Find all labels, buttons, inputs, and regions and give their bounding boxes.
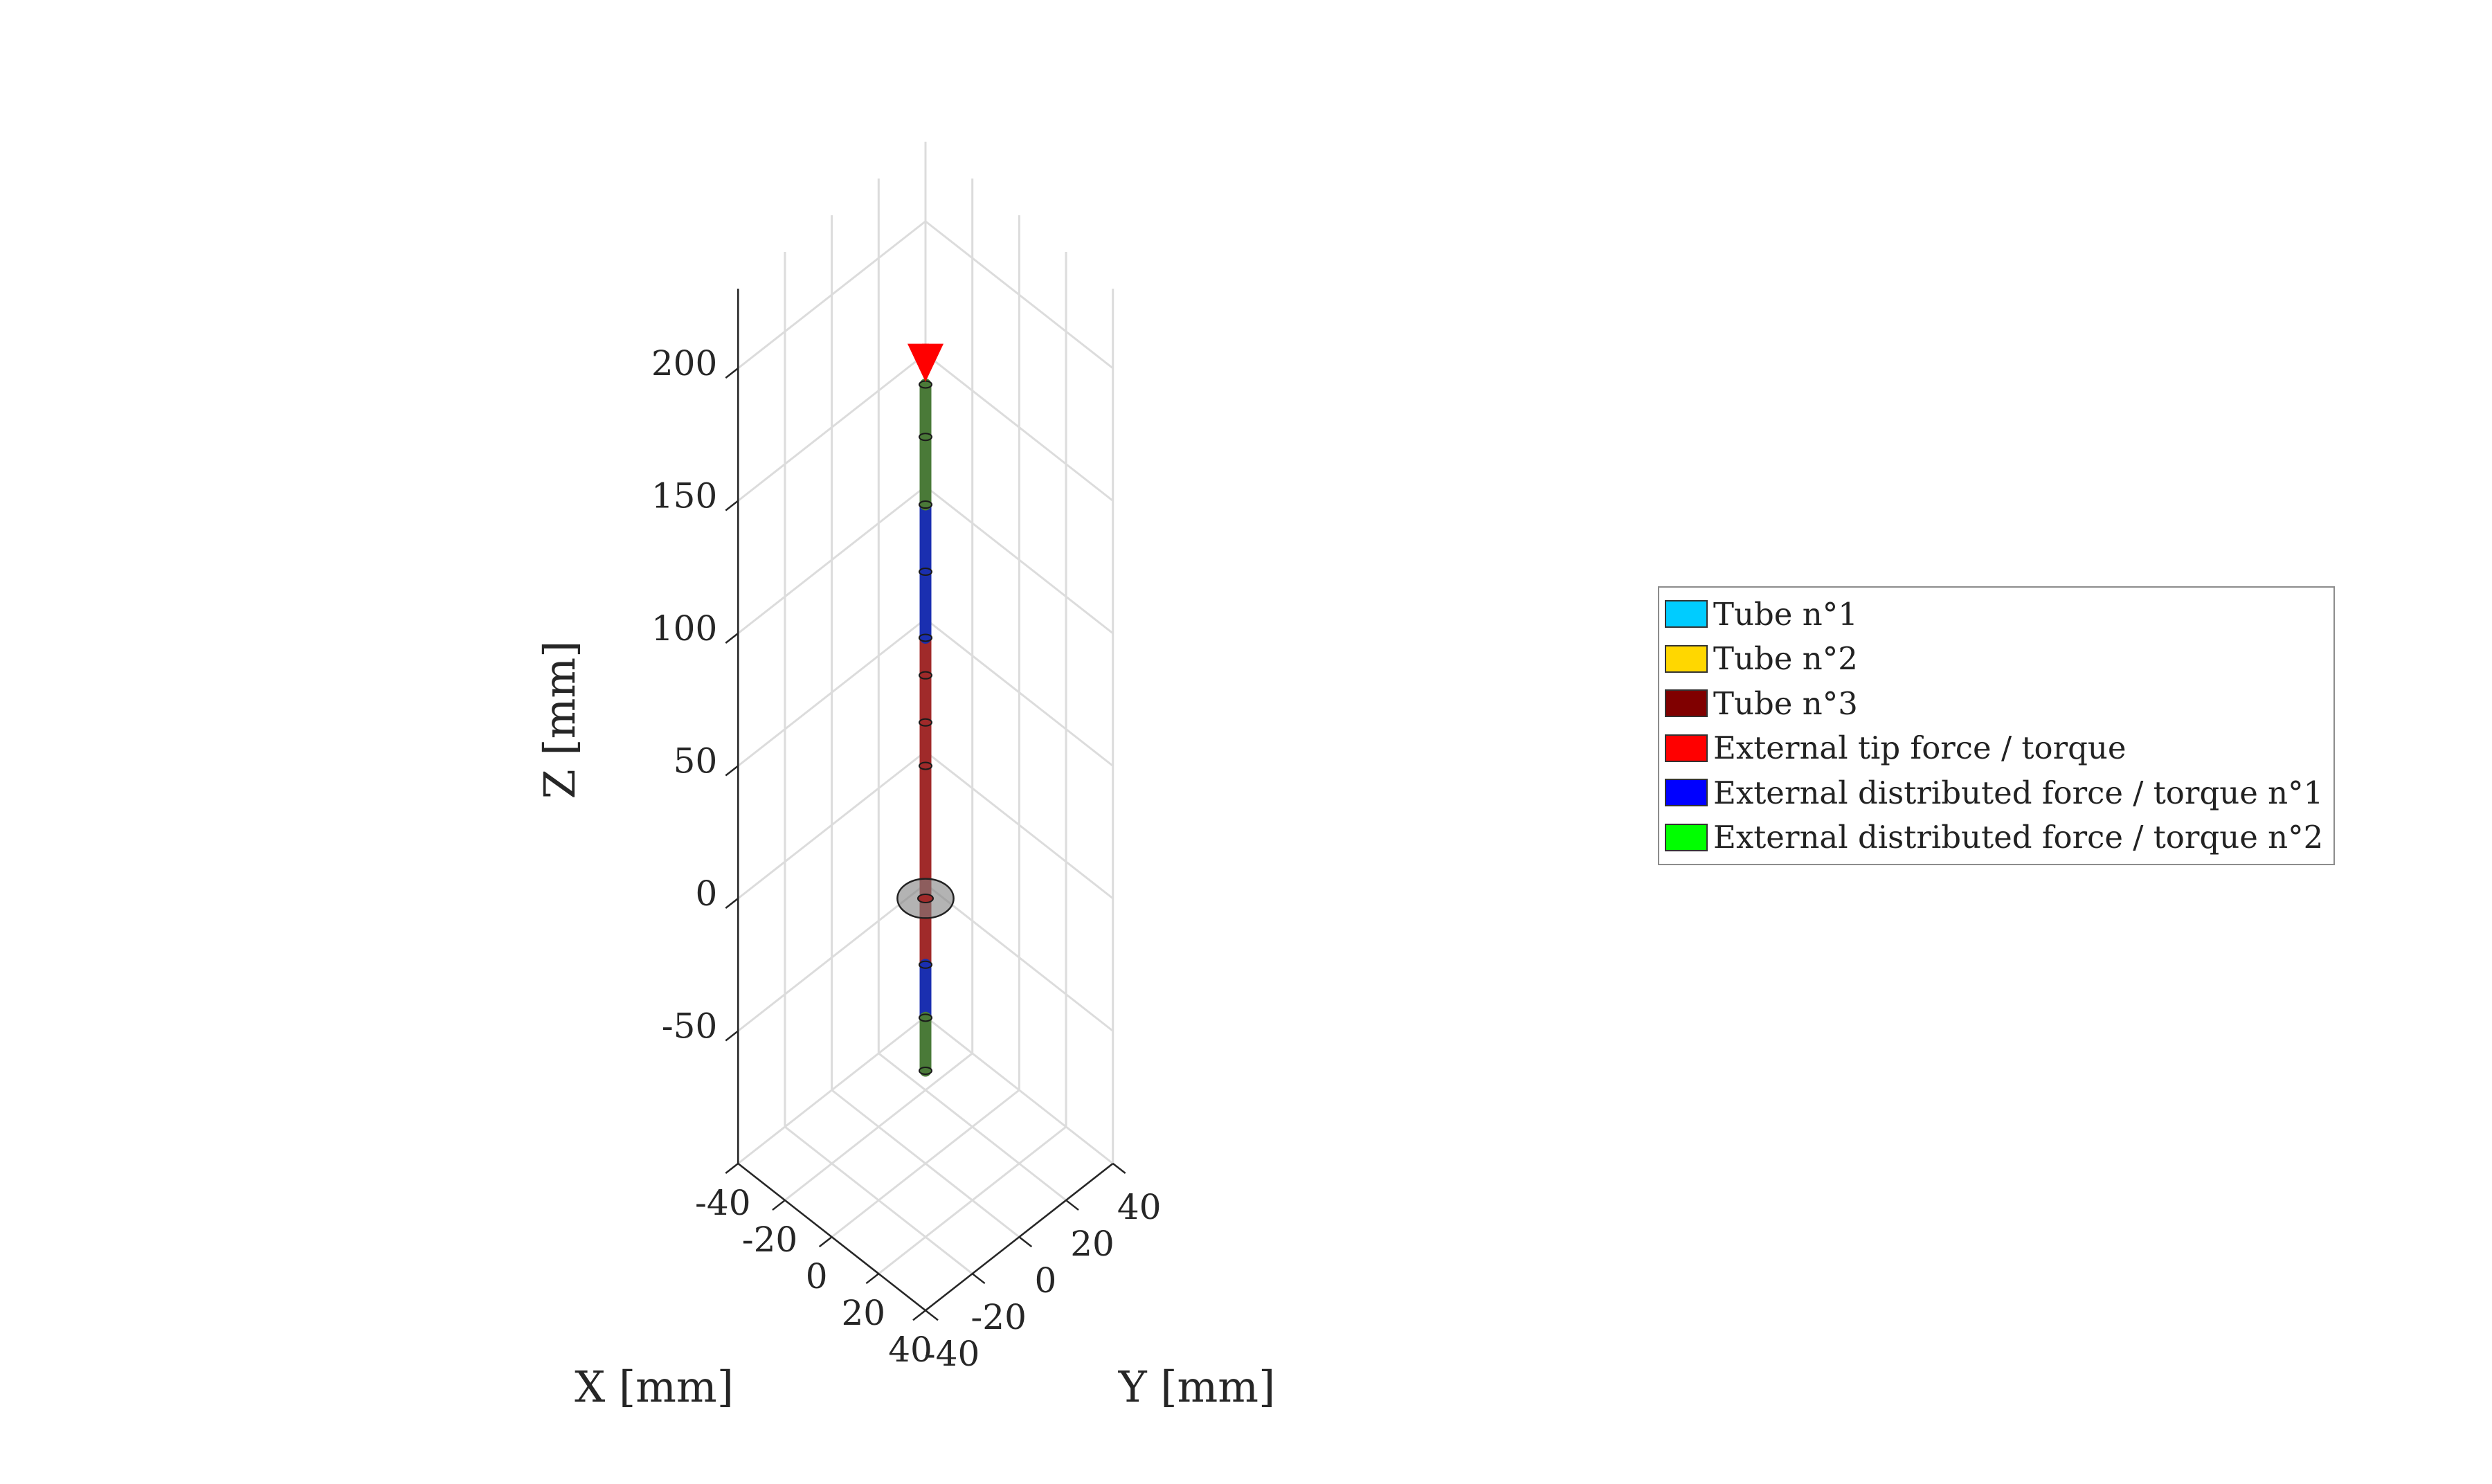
- legend-label: External tip force / torque: [1713, 730, 2127, 767]
- legend-label: External distributed force / torque n°1: [1713, 774, 2324, 811]
- legend-swatch: [1665, 734, 1708, 762]
- y-tick: [1065, 1200, 1079, 1211]
- y-tick-label: 40: [1117, 1187, 1162, 1227]
- x-tick: [818, 1236, 833, 1248]
- y-tick: [925, 1310, 939, 1321]
- z-tick-label: 0: [695, 874, 717, 914]
- y-tick-label: -40: [924, 1334, 980, 1374]
- z-tick-label: 100: [651, 608, 717, 649]
- gridline-x-floor: [737, 1015, 926, 1165]
- segment-joint: [919, 500, 932, 509]
- z-tick-label: 50: [674, 741, 718, 781]
- legend-swatch: [1665, 823, 1708, 851]
- legend-entry-tube-1: Tube n°1: [1665, 592, 2328, 637]
- legend: Tube n°1 Tube n°2 Tube n°3 External tip …: [1658, 586, 2335, 865]
- z-tick: [725, 500, 739, 512]
- x-tick-label: 0: [806, 1256, 828, 1296]
- x-tick: [725, 1163, 739, 1174]
- overlay: [896, 343, 955, 919]
- gridline-x-floor: [831, 1089, 1020, 1238]
- z-tick-label: -50: [662, 1006, 718, 1047]
- x-tick: [865, 1273, 880, 1285]
- z-tick: [725, 1030, 739, 1042]
- x-tick-label: 40: [888, 1330, 932, 1370]
- legend-swatch: [1665, 779, 1708, 807]
- segment-joint: [919, 671, 932, 680]
- z-tick-label: 200: [651, 343, 717, 383]
- y-tick: [1018, 1236, 1033, 1248]
- segment-joint: [919, 960, 932, 969]
- segment-joint: [919, 1013, 932, 1022]
- gridline-x-floor: [878, 1125, 1067, 1275]
- z-tick: [725, 368, 739, 379]
- y-axis-label: Y [mm]: [1118, 1361, 1276, 1412]
- segment-joint: [919, 380, 932, 389]
- tip-force-arrow-head: [908, 343, 943, 382]
- legend-entry-distributed-force-1: External distributed force / torque n°1: [1665, 770, 2328, 815]
- z-axis-label: Z [mm]: [534, 641, 585, 799]
- legend-entry-distributed-force-2: External distributed force / torque n°2: [1665, 815, 2328, 860]
- tick-marks: [725, 368, 1126, 1321]
- x-tick: [772, 1200, 786, 1211]
- legend-entry-tube-3: Tube n°3: [1665, 681, 2328, 726]
- gridline-x-floor: [784, 1052, 973, 1202]
- base-joint: [917, 894, 934, 903]
- y-tick-label: 0: [1034, 1260, 1056, 1301]
- x-tick: [912, 1310, 926, 1321]
- legend-swatch: [1665, 644, 1708, 673]
- z-tick: [725, 765, 739, 777]
- legend-label: Tube n°1: [1713, 595, 1858, 633]
- legend-swatch: [1665, 600, 1708, 628]
- x-tick-label: -40: [695, 1183, 751, 1223]
- segment-joint: [919, 761, 932, 770]
- legend-entry-tube-2: Tube n°2: [1665, 637, 2328, 682]
- z-tick-label: 150: [651, 476, 717, 516]
- y-tick-label: 20: [1070, 1224, 1114, 1264]
- legend-label: Tube n°3: [1713, 685, 1858, 722]
- segment-joint: [919, 567, 932, 576]
- segment-joint: [919, 633, 932, 642]
- legend-entry-tip-force: External tip force / torque: [1665, 726, 2328, 771]
- z-tick: [725, 898, 739, 909]
- legend-label: External distributed force / torque n°2: [1713, 819, 2324, 856]
- z-tick: [725, 633, 739, 644]
- y-tick-label: -20: [970, 1297, 1027, 1337]
- segment-joint: [919, 433, 932, 442]
- segment-joint: [919, 718, 932, 727]
- legend-label: Tube n°2: [1713, 640, 1858, 678]
- backbone-curves: [919, 379, 932, 1077]
- x-tick-label: 20: [842, 1293, 886, 1333]
- y-tick: [971, 1273, 986, 1285]
- x-axis-label: X [mm]: [575, 1361, 734, 1412]
- x-tick-label: -20: [742, 1220, 798, 1260]
- segment-joint: [919, 1066, 932, 1075]
- y-tick: [1112, 1163, 1126, 1174]
- legend-swatch: [1665, 689, 1708, 718]
